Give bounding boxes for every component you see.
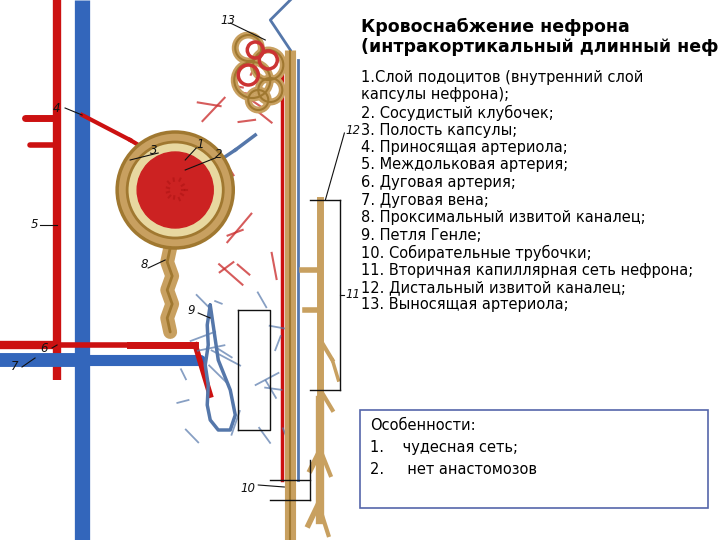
Circle shape [127, 142, 223, 238]
FancyBboxPatch shape [361, 410, 708, 508]
Circle shape [137, 152, 213, 228]
Text: 13. Выносящая артериола;: 13. Выносящая артериола; [361, 298, 569, 313]
Text: 1.Слой подоцитов (внутренний слой: 1.Слой подоцитов (внутренний слой [361, 70, 644, 85]
Text: 9: 9 [188, 303, 195, 316]
Text: (интракортикальный длинный нефрон): (интракортикальный длинный нефрон) [361, 38, 720, 56]
Text: 7. Дуговая вена;: 7. Дуговая вена; [361, 192, 490, 207]
Text: 4: 4 [53, 102, 60, 114]
Text: Кровоснабжение нефрона: Кровоснабжение нефрона [361, 18, 630, 36]
Text: 3: 3 [150, 144, 158, 157]
Text: 3. Полость капсулы;: 3. Полость капсулы; [361, 123, 518, 138]
Text: 6: 6 [40, 341, 48, 354]
Circle shape [117, 132, 233, 248]
Text: 2: 2 [215, 148, 222, 161]
Text: 8: 8 [140, 259, 148, 272]
Text: 12. Дистальный извитой каналец;: 12. Дистальный извитой каналец; [361, 280, 626, 295]
Text: 5. Междольковая артерия;: 5. Междольковая артерия; [361, 158, 569, 172]
Text: 2.     нет анастомозов: 2. нет анастомозов [370, 462, 537, 477]
Text: 10: 10 [240, 482, 256, 495]
Text: 1: 1 [197, 138, 204, 152]
Text: 13: 13 [221, 14, 235, 26]
Text: 7: 7 [11, 361, 18, 374]
Text: 9. Петля Генле;: 9. Петля Генле; [361, 227, 482, 242]
Text: 6. Дуговая артерия;: 6. Дуговая артерия; [361, 175, 516, 190]
Text: 4. Приносящая артериола;: 4. Приносящая артериола; [361, 140, 568, 155]
Text: 10. Собирательные трубочки;: 10. Собирательные трубочки; [361, 245, 592, 261]
Text: 2. Сосудистый клубочек;: 2. Сосудистый клубочек; [361, 105, 554, 121]
Text: капсулы нефрона);: капсулы нефрона); [361, 87, 510, 103]
Text: 11. Вторичная капиллярная сеть нефрона;: 11. Вторичная капиллярная сеть нефрона; [361, 262, 693, 278]
Text: 8. Проксимальный извитой каналец;: 8. Проксимальный извитой каналец; [361, 210, 646, 225]
Text: 1.    чудесная сеть;: 1. чудесная сеть; [370, 440, 518, 455]
Text: 12: 12 [346, 124, 361, 137]
Text: 5: 5 [30, 219, 38, 232]
Text: Особенности:: Особенности: [370, 418, 476, 433]
Text: 11: 11 [346, 288, 361, 301]
